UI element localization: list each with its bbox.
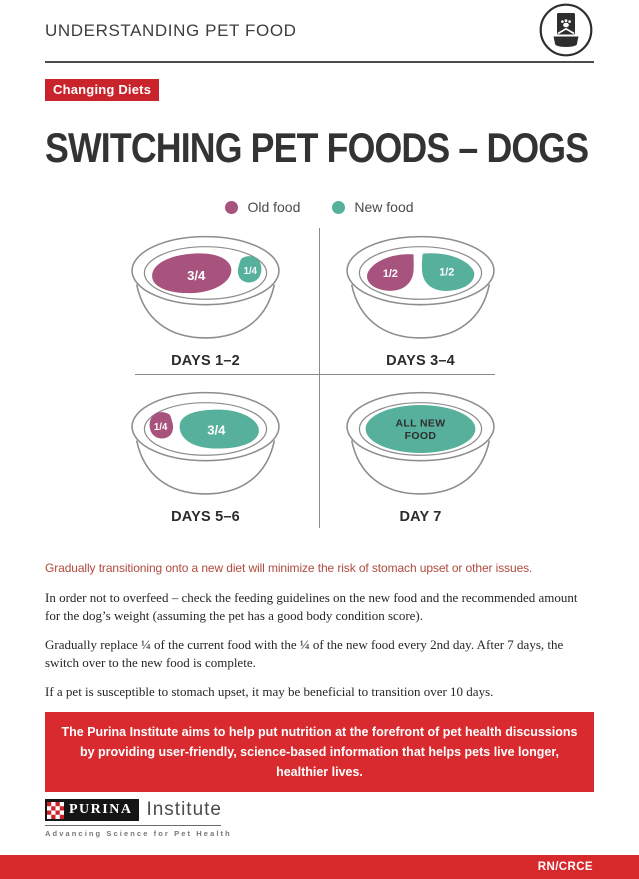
brand-suffix: Institute — [146, 799, 222, 820]
all-new-food-line2: FOOD — [405, 431, 437, 442]
bowl-day-7: ALL NEW FOOD DAY 7 — [343, 388, 498, 525]
bowl-day-7-graphic: ALL NEW FOOD — [346, 391, 495, 495]
section-badge: Changing Diets — [45, 79, 160, 101]
diagram-vertical-divider — [319, 228, 320, 528]
bowl-days-1-2-graphic: 3/4 1/4 — [131, 235, 280, 339]
portion-new-label: 1/2 — [439, 266, 454, 278]
bowl-days-5-6-label: DAYS 5–6 — [171, 509, 240, 525]
diagram-horizontal-divider — [135, 374, 495, 375]
bowl-days-3-4-graphic: 1/2 1/2 — [346, 235, 495, 339]
pet-food-bag-bowl-icon — [538, 2, 594, 58]
checkerboard-icon — [47, 801, 64, 819]
highlight-sentence: Gradually transitioning onto a new diet … — [45, 561, 533, 575]
new-food-dot-icon — [332, 200, 346, 214]
brand-name: PURINA — [69, 802, 133, 817]
legend-old-label: Old food — [247, 199, 301, 215]
bowl-days-1-2-label: DAYS 1–2 — [171, 353, 240, 369]
page-header-title: UNDERSTANDING PET FOOD — [45, 21, 297, 40]
logo-row: PURINA Institute — [45, 799, 221, 821]
portion-new-label: 3/4 — [207, 422, 226, 437]
purina-institute-callout: The Purina Institute aims to help put nu… — [45, 712, 594, 792]
bowl-days-5-6-graphic: 1/4 3/4 — [131, 391, 280, 495]
callout-text: The Purina Institute aims to help put nu… — [61, 725, 578, 779]
portion-old-label: 1/2 — [383, 268, 398, 280]
bowl-days-3-4-label: DAYS 3–4 — [386, 353, 455, 369]
bottom-red-bar: RN/CRCE — [0, 855, 639, 879]
portion-old-label: 3/4 — [187, 268, 206, 283]
old-food-dot-icon — [225, 200, 239, 214]
bowl-day-7-label: DAY 7 — [399, 509, 442, 525]
paragraph-overfeed: In order not to overfeed – check the fee… — [45, 590, 578, 624]
bowl-days-1-2: 3/4 1/4 DAYS 1–2 — [128, 232, 283, 369]
portion-old-label: 1/4 — [154, 422, 168, 433]
bowl-days-3-4: 1/2 1/2 DAYS 3–4 — [343, 232, 498, 369]
portion-new-label: 1/4 — [244, 266, 258, 277]
body-text-block: Gradually transitioning onto a new diet … — [45, 561, 595, 711]
paragraph-replace-quarter: Gradually replace ¼ of the current food … — [45, 636, 564, 671]
logo-divider — [45, 825, 221, 826]
page-title: SWITCHING PET FOODS – DOGS — [45, 124, 589, 171]
all-new-food-line1: ALL NEW — [395, 419, 445, 430]
document-code: RN/CRCE — [537, 861, 593, 873]
legend-item-old-food: Old food — [225, 199, 300, 215]
legend-item-new-food: New food — [332, 199, 414, 215]
bowl-days-5-6: 1/4 3/4 DAYS 5–6 — [128, 388, 283, 525]
legend-new-label: New food — [354, 199, 414, 215]
legend: Old food New food — [0, 199, 639, 215]
header-divider — [45, 61, 594, 63]
purina-wordmark: PURINA — [45, 799, 140, 821]
brand-tagline: Advancing Science for Pet Health — [45, 829, 232, 838]
paragraph-susceptible: If a pet is susceptible to stomach upset… — [45, 683, 494, 699]
purina-institute-logo: PURINA Institute Advancing Science for P… — [45, 799, 232, 838]
